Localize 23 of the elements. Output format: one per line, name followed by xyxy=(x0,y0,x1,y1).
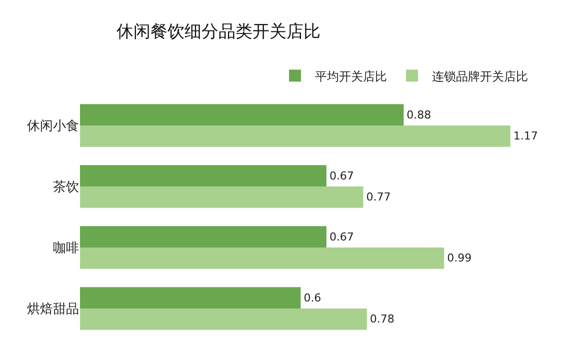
y-tick-label: 咖啡 xyxy=(53,241,79,256)
data-label: 1.17 xyxy=(513,130,538,143)
bar xyxy=(80,248,444,269)
data-label: 0.6 xyxy=(304,291,322,304)
bar xyxy=(80,126,510,147)
data-label: 0.78 xyxy=(370,312,394,326)
data-label: 0.67 xyxy=(329,169,354,182)
y-tick-label: 休闲小食 xyxy=(27,119,79,134)
legend-label: 平均开关店比 xyxy=(315,69,387,84)
data-label: 0.67 xyxy=(329,230,354,244)
data-label: 0.99 xyxy=(447,252,472,265)
legend-label: 连锁品牌开关店比 xyxy=(432,69,528,84)
bar xyxy=(80,287,301,308)
bar xyxy=(80,104,404,126)
chart-title: 休闲餐饮细分品类开关店比 xyxy=(116,22,321,42)
bar xyxy=(80,186,364,208)
y-tick-label: 烘焙甜品 xyxy=(27,302,79,318)
bar xyxy=(80,308,367,330)
y-tick-label: 茶饮 xyxy=(53,180,79,196)
data-label: 0.77 xyxy=(366,190,391,204)
bar xyxy=(80,165,326,186)
bar xyxy=(80,226,326,248)
data-label: 0.88 xyxy=(406,108,432,122)
